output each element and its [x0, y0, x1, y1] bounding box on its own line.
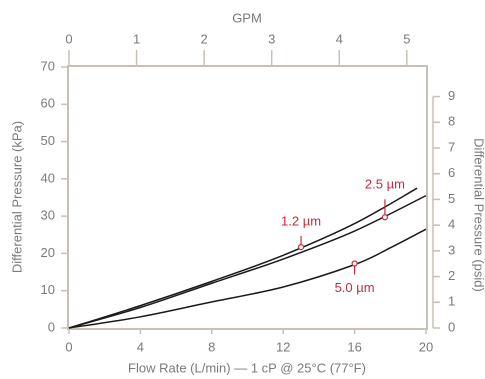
x-tick-label: 16	[347, 339, 361, 354]
series-line	[68, 187, 418, 329]
x-tick-label: 20	[419, 339, 433, 354]
y-tick-label: 60	[41, 96, 55, 111]
annotation-marker	[381, 214, 389, 221]
x-tick-label: 4	[137, 339, 144, 354]
x-tick-label: 0	[65, 339, 72, 354]
x-tick-label: 8	[208, 339, 215, 354]
y2-tick-label: 9	[448, 88, 455, 103]
x2-axis-label: GPM	[232, 10, 262, 25]
y2-tick-label: 0	[448, 319, 455, 334]
annotation-label: 1.2 µm	[281, 214, 321, 229]
annotation-label: 5.0 µm	[335, 280, 375, 295]
y2-tick-label: 5	[448, 191, 455, 206]
y2-tick-label: 7	[448, 139, 455, 154]
series-line	[68, 194, 427, 329]
y-tick-label: 50	[41, 133, 55, 148]
annotation-marker	[351, 260, 358, 267]
y-tick-label: 10	[41, 282, 55, 297]
x2-tick-label: 3	[268, 31, 275, 46]
x-axis-label: Flow Rate (L/min) — 1 cP @ 25°C (77°F)	[128, 360, 366, 375]
annotation-label: 2.5 µm	[365, 177, 405, 192]
y-tick-label: 40	[41, 170, 55, 185]
x2-tick-label: 0	[65, 31, 72, 46]
y2-tick-label: 8	[448, 114, 455, 129]
x-tick-label: 12	[276, 339, 290, 354]
series-line	[68, 228, 427, 329]
y2-tick-label: 1	[448, 294, 455, 309]
y-tick-label: 0	[48, 319, 55, 334]
y-axis-label: Differential Pressure (kPa)	[9, 121, 24, 273]
y-tick-label: 30	[41, 208, 55, 223]
y2-axis-label: Differential Pressure (psid)	[472, 138, 485, 292]
y2-tick-label: 2	[448, 268, 455, 283]
x2-tick-label: 1	[133, 31, 140, 46]
y-tick-label: 20	[41, 245, 55, 260]
x2-tick-label: 2	[201, 31, 208, 46]
annotation-marker	[297, 243, 305, 251]
y2-tick-label: 3	[448, 242, 455, 257]
x2-tick-label: 4	[336, 31, 343, 46]
y2-tick-label: 4	[448, 217, 455, 232]
x2-tick-label: 5	[403, 31, 410, 46]
plot-frame	[67, 65, 428, 330]
y2-tick-label: 6	[448, 165, 455, 180]
y-tick-label: 70	[41, 58, 55, 73]
